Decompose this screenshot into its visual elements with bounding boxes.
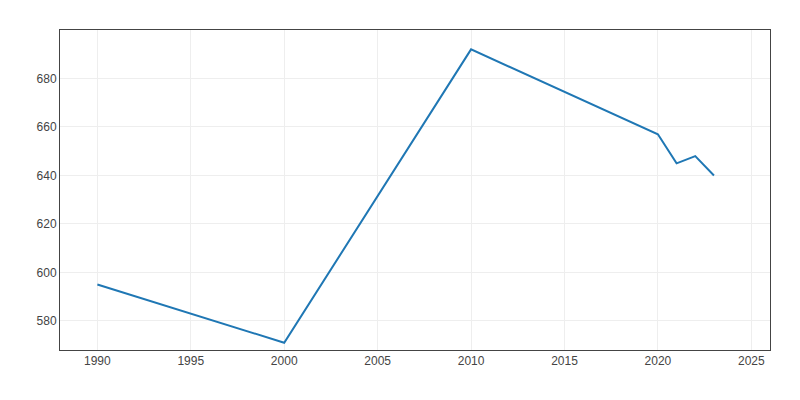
svg-text:2025: 2025	[738, 354, 765, 368]
svg-text:620: 620	[37, 217, 57, 231]
svg-text:640: 640	[37, 169, 57, 183]
svg-text:2010: 2010	[458, 354, 485, 368]
svg-text:2015: 2015	[551, 354, 578, 368]
svg-text:2020: 2020	[645, 354, 672, 368]
svg-text:680: 680	[37, 72, 57, 86]
svg-text:600: 600	[37, 266, 57, 280]
svg-text:2000: 2000	[271, 354, 298, 368]
svg-text:2005: 2005	[364, 354, 391, 368]
svg-text:1995: 1995	[177, 354, 204, 368]
svg-text:660: 660	[37, 120, 57, 134]
svg-text:1990: 1990	[84, 354, 111, 368]
svg-text:580: 580	[37, 314, 57, 328]
